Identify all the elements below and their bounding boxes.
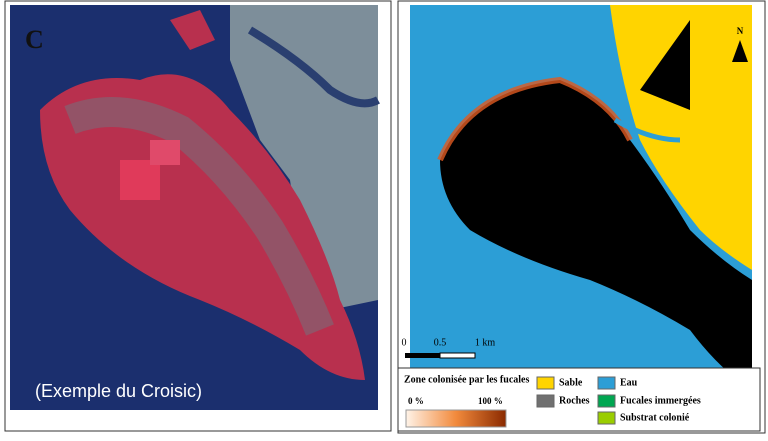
legend-label: Fucales immergées bbox=[620, 395, 701, 406]
satellite-image bbox=[10, 5, 380, 410]
legend-swatch bbox=[597, 394, 616, 408]
scale-label: 0.5 bbox=[434, 337, 447, 348]
legend-label: Eau bbox=[620, 377, 638, 388]
left-frame bbox=[4, 0, 392, 432]
panel-label: C bbox=[25, 25, 44, 54]
legend-swatch bbox=[536, 394, 555, 408]
north-label: N bbox=[737, 26, 744, 36]
gradient-max: 100 % bbox=[478, 396, 503, 406]
legend-label: Substrat colonié bbox=[620, 412, 690, 423]
scale-bar bbox=[405, 352, 476, 359]
legend-swatch bbox=[536, 376, 555, 390]
scale-label: 1 km bbox=[475, 337, 496, 348]
north-arrow bbox=[732, 40, 748, 62]
caption: (Exemple du Croisic) bbox=[35, 381, 202, 401]
legend-swatch bbox=[597, 411, 616, 425]
classified-map bbox=[410, 5, 752, 415]
scale-label: 0 bbox=[402, 337, 407, 348]
legend-title: Zone colonisée par les fucales bbox=[404, 374, 529, 385]
right-frame bbox=[397, 0, 766, 434]
legend-label: Sable bbox=[559, 377, 583, 388]
gradient-swatch bbox=[405, 409, 507, 428]
legend-label: Roches bbox=[559, 395, 590, 406]
legend-swatch bbox=[597, 376, 616, 390]
gradient-min: 0 % bbox=[408, 396, 424, 406]
